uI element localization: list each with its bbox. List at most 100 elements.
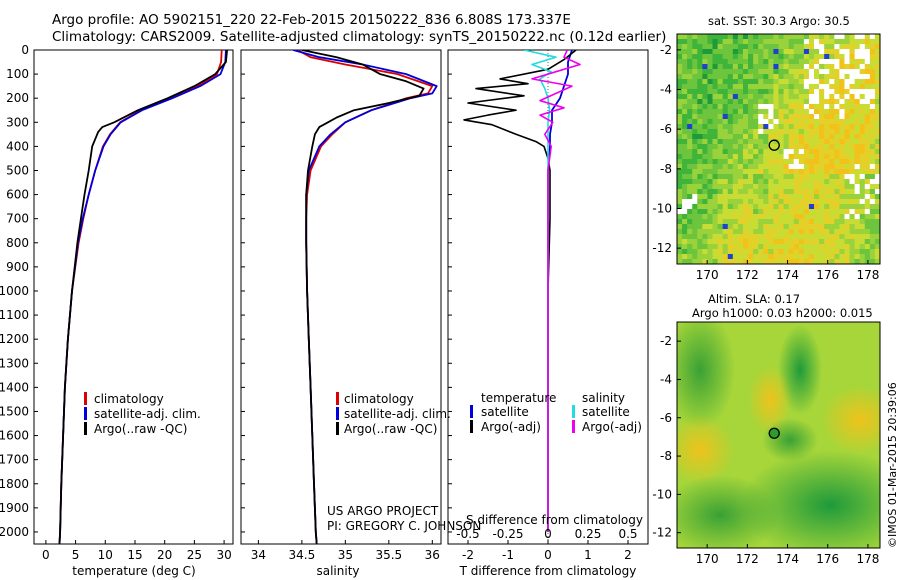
depth-tick-label: 100 <box>6 67 29 81</box>
sst-cell <box>677 139 683 145</box>
sst-cell <box>737 89 744 95</box>
sst-cell <box>732 129 739 135</box>
sst-cell <box>778 69 784 75</box>
sst-cell <box>864 144 871 150</box>
sst-cell <box>697 119 703 125</box>
sst-cell <box>742 179 749 185</box>
sst-cell <box>677 259 683 264</box>
sst-cell <box>869 189 876 195</box>
sst-cell <box>707 179 713 185</box>
sst-cell <box>773 34 779 40</box>
sst-cell <box>803 169 810 175</box>
sla-x-tick-label: 172 <box>736 552 759 566</box>
sst-cell <box>732 44 739 50</box>
sst-cell <box>732 74 739 80</box>
sst-cell <box>869 34 876 40</box>
sst-cell <box>874 254 880 260</box>
sst-cell <box>788 234 795 240</box>
sst-cell <box>803 199 810 205</box>
sst-cell <box>773 174 779 180</box>
sst-cell <box>737 189 744 195</box>
sst-cell <box>803 249 810 255</box>
sst-cell <box>788 94 795 100</box>
sst-cell <box>707 254 713 260</box>
sst-cell <box>732 99 739 105</box>
sst-cell <box>788 154 795 160</box>
difference-series <box>463 50 581 532</box>
sst-cell <box>732 209 739 215</box>
sst-cell <box>737 194 744 200</box>
sst-cell <box>687 119 693 125</box>
sst-cell <box>717 244 723 250</box>
sst-cell <box>803 64 810 70</box>
sst-cell <box>859 124 866 130</box>
sst-cell <box>874 89 880 95</box>
sst-cell <box>727 34 734 40</box>
sst-cell <box>798 154 805 160</box>
sst-cell <box>753 194 759 200</box>
sst-cell <box>753 74 759 80</box>
sla-y-tick-label: -6 <box>660 411 672 425</box>
sst-cell <box>687 54 693 60</box>
sst-cell <box>803 224 810 230</box>
sst-cell <box>834 204 840 210</box>
sst-cell <box>758 179 764 185</box>
sst-cell <box>753 204 759 210</box>
sst-cell <box>829 39 835 45</box>
sst-cell <box>874 209 880 215</box>
sst-cell <box>768 79 774 85</box>
sst-cell <box>854 59 861 65</box>
sst-cell <box>849 54 855 60</box>
sst-cell <box>712 244 718 250</box>
sst-cell <box>712 184 718 190</box>
sst-cell <box>717 174 723 180</box>
sst-cell <box>778 239 784 245</box>
diff-t-x-tick-label: 1 <box>584 548 592 562</box>
sst-cell <box>869 64 876 70</box>
sst-cell <box>742 224 749 230</box>
sst-cell <box>824 109 830 115</box>
sst-cell <box>824 234 830 240</box>
title-line-2: Climatology: CARS2009. Satellite-adjuste… <box>52 29 667 45</box>
sst-cell <box>712 49 718 55</box>
depth-tick-label: 1900 <box>0 501 29 515</box>
sst-cell <box>814 244 820 250</box>
sst-cell <box>864 249 871 255</box>
sst-map-title: sat. SST: 30.3 Argo: 30.5 <box>708 14 850 28</box>
sst-cell <box>793 54 800 60</box>
sst-cell <box>742 249 749 255</box>
sst-cell <box>717 214 723 220</box>
sst-cell <box>712 134 718 140</box>
sst-cell <box>717 154 723 160</box>
sst-cell <box>793 169 800 175</box>
sst-cell <box>829 224 835 230</box>
sst-cell <box>808 194 815 200</box>
sst-cell <box>839 259 845 264</box>
sst-cell <box>844 189 850 195</box>
sst-cell <box>778 209 784 215</box>
sst-cell <box>737 239 744 245</box>
sst-cell <box>803 194 810 200</box>
sst-cell <box>748 34 754 40</box>
sst-cell <box>803 84 810 90</box>
sst-cell <box>768 49 774 55</box>
sst-cell <box>737 179 744 185</box>
sst-cell <box>687 104 693 110</box>
sst-cell <box>849 144 855 150</box>
sst-cell <box>732 79 739 85</box>
sst-cell <box>844 79 850 85</box>
sst-cell <box>753 234 759 240</box>
sst-cell <box>682 174 688 180</box>
sst-cell <box>687 69 693 75</box>
sst-cell <box>682 189 688 195</box>
sst-cell <box>687 249 693 255</box>
sst-cell <box>778 234 784 240</box>
sst-cell <box>732 169 739 175</box>
sst-cell <box>707 164 713 170</box>
sst-cell <box>788 54 795 60</box>
sst-cell <box>824 69 830 75</box>
depth-tick-label: 1400 <box>0 380 29 394</box>
sst-cell <box>854 144 861 150</box>
sst-cell <box>834 79 840 85</box>
sst-cell <box>808 184 815 190</box>
